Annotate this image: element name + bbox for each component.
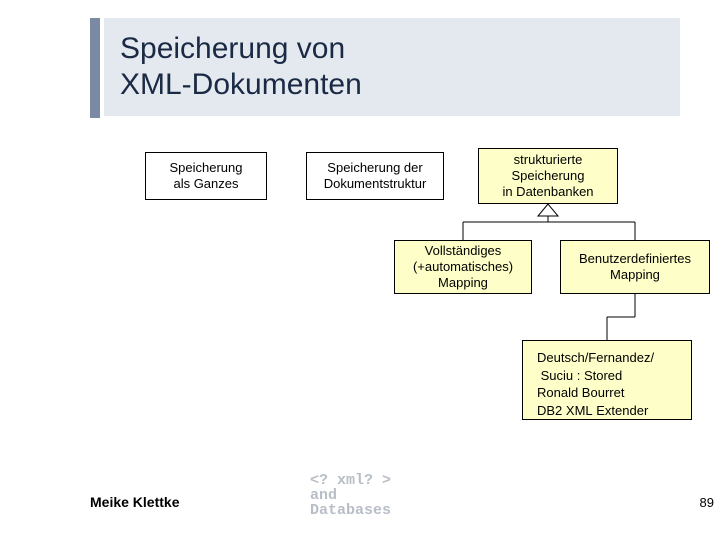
node-storage-whole: Speicherungals Ganzes <box>145 152 267 200</box>
node-full-mapping: Vollständiges(+automatisches)Mapping <box>394 240 532 294</box>
title-bar: Speicherung vonXML-Dokumenten <box>104 18 680 116</box>
title-text: Speicherung vonXML-Dokumenten <box>120 31 362 103</box>
title-accent-bar <box>90 18 100 118</box>
page-number: 89 <box>700 495 714 510</box>
node-storage-docstruct: Speicherung derDokumentstruktur <box>306 152 444 200</box>
node-user-mapping: BenutzerdefiniertesMapping <box>560 240 710 294</box>
slide: Speicherung vonXML-Dokumenten Speicherun… <box>0 0 720 540</box>
node-structured-db: strukturierteSpeicherungin Datenbanken <box>478 148 618 204</box>
xml-db-logo: <? xml? >andDatabases <box>310 473 391 518</box>
detail-box: Deutsch/Fernandez/ Suciu : StoredRonald … <box>522 340 692 420</box>
author-label: Meike Klettke <box>90 494 179 510</box>
